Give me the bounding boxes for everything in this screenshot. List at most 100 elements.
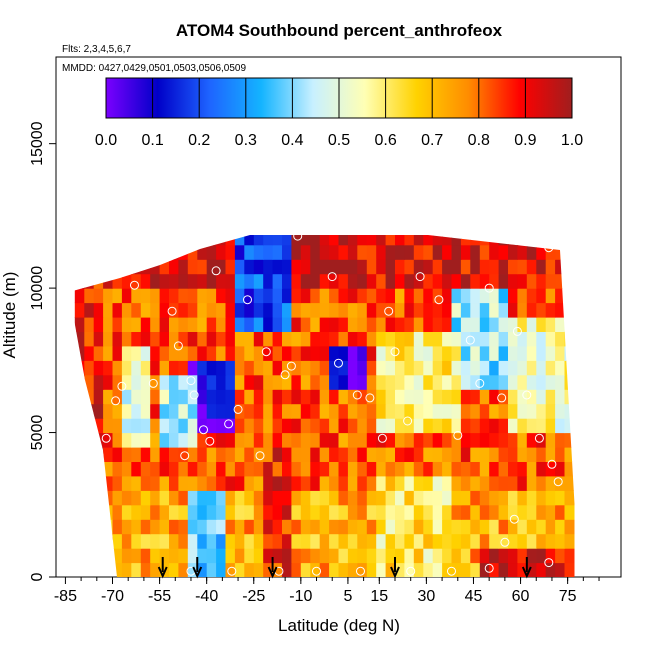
heatmap-cell	[225, 548, 236, 564]
heatmap-cell	[498, 504, 509, 520]
heatmap-cell	[225, 475, 236, 491]
heatmap-cell	[555, 562, 566, 577]
heatmap-cell	[282, 548, 292, 564]
heatmap-cell	[385, 360, 396, 376]
heatmap-cell	[479, 461, 490, 477]
heatmap-cell	[357, 216, 367, 231]
heatmap-cell	[338, 461, 349, 477]
heatmap-cell	[121, 273, 132, 289]
heatmap-cell	[178, 216, 188, 231]
heatmap-cell	[206, 403, 217, 419]
heatmap-cell	[376, 302, 387, 318]
heatmap-cell	[234, 432, 245, 448]
heatmap-cell	[140, 418, 151, 434]
measurement-point	[384, 306, 394, 316]
heatmap-cell	[376, 418, 387, 434]
heatmap-cell	[197, 331, 208, 347]
heatmap-cell	[131, 331, 142, 347]
heatmap-cell	[141, 216, 151, 231]
heatmap-cell	[319, 374, 330, 390]
heatmap-cell	[517, 475, 528, 491]
heatmap-cell	[263, 244, 274, 260]
heatmap-cell	[103, 403, 114, 419]
heatmap-cell	[517, 504, 528, 520]
heatmap-cell	[112, 432, 123, 448]
heatmap-cell	[498, 432, 509, 448]
heatmap-cell	[263, 519, 274, 535]
heatmap-cell	[339, 216, 349, 231]
heatmap-cell	[169, 519, 179, 535]
heatmap-cell	[423, 403, 434, 419]
heatmap-cell	[347, 235, 358, 246]
heatmap-cell	[423, 288, 434, 304]
heatmap-cell	[244, 259, 255, 275]
heatmap-cell	[140, 562, 151, 577]
heatmap-cell	[555, 461, 566, 477]
heatmap-cell	[84, 345, 95, 361]
heatmap-cell	[479, 475, 490, 491]
heatmap-cell	[555, 360, 566, 376]
y-tick-label: 5000	[29, 415, 46, 451]
heatmap-cell	[338, 519, 349, 535]
heatmap-cell	[357, 259, 368, 275]
heatmap-cell	[489, 562, 500, 577]
heatmap-cell	[206, 374, 217, 390]
heatmap-cell	[121, 360, 132, 376]
heatmap-cell	[234, 490, 245, 506]
heatmap-cell	[347, 548, 358, 564]
heatmap-cell	[357, 548, 368, 564]
heatmap-cell	[103, 244, 114, 260]
heatmap-cell	[131, 288, 142, 304]
heatmap-cell	[338, 259, 349, 275]
heatmap-cell	[206, 345, 217, 361]
heatmap-cell	[526, 345, 537, 361]
heatmap-cell	[74, 235, 85, 246]
heatmap-cell	[206, 389, 217, 405]
heatmap-cell	[263, 461, 274, 477]
heatmap-cell	[206, 432, 217, 448]
heatmap-cell	[319, 533, 330, 549]
heatmap-cell	[150, 562, 161, 577]
x-axis-label: Latitude (deg N)	[278, 616, 400, 635]
heatmap-cell	[131, 235, 142, 246]
heatmap-cell	[291, 418, 302, 434]
colorbar-tick-label: 1.0	[561, 132, 583, 149]
heatmap-cell	[404, 389, 415, 405]
heatmap-cell	[319, 389, 330, 405]
measurement-points	[101, 231, 563, 576]
heatmap-cell	[159, 490, 170, 506]
heatmap-cell	[385, 548, 396, 564]
heatmap-cell	[470, 235, 481, 246]
heatmap-cell	[206, 519, 217, 535]
heatmap-cell	[263, 432, 274, 448]
heatmap-cell	[432, 259, 443, 275]
heatmap-cell	[169, 475, 179, 491]
heatmap-cell	[555, 447, 566, 462]
heatmap-cell	[234, 562, 245, 577]
heatmap-cell	[159, 447, 170, 462]
heatmap-cell	[404, 216, 414, 231]
heatmap-cell	[291, 273, 302, 289]
heatmap-cell	[121, 432, 132, 448]
heatmap-cell	[319, 360, 330, 376]
heatmap-cell	[395, 432, 405, 448]
heatmap-cell	[376, 259, 387, 275]
heatmap-cell	[253, 259, 264, 275]
heatmap-cell	[178, 288, 189, 304]
heatmap-cell	[508, 519, 518, 535]
heatmap-cell	[451, 432, 462, 448]
heatmap-cell	[300, 244, 311, 260]
heatmap-cell	[226, 216, 236, 231]
heatmap-cell	[178, 475, 189, 491]
heatmap-cell	[282, 345, 292, 361]
heatmap-cell	[150, 475, 161, 491]
heatmap-cell	[225, 418, 236, 434]
heatmap-cell	[319, 345, 330, 361]
heatmap-cell	[404, 548, 415, 564]
heatmap-cell	[357, 288, 368, 304]
heatmap-cell	[508, 389, 518, 405]
heatmap-cell	[526, 259, 537, 275]
heatmap-cell	[140, 302, 151, 318]
heatmap-cell	[74, 331, 85, 347]
heatmap-cell	[169, 490, 179, 506]
